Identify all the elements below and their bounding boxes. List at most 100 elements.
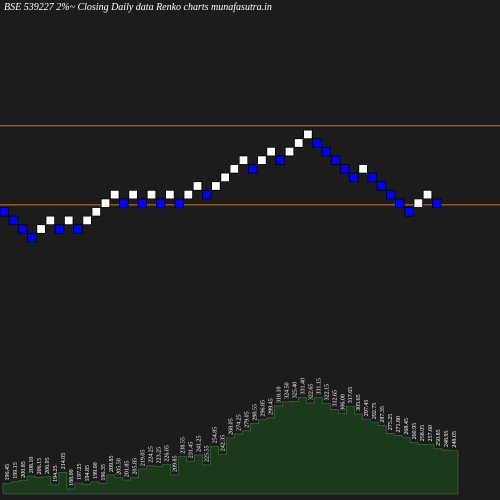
renko-brick	[413, 198, 424, 208]
value-label: 287.35	[380, 406, 386, 423]
value-label: 226.05	[165, 445, 171, 462]
value-label: 194.25	[53, 465, 59, 482]
value-label: 296.85	[260, 400, 266, 417]
renko-brick	[367, 172, 378, 183]
value-label: 297.45	[364, 400, 370, 417]
value-label: 331.40	[300, 378, 306, 395]
value-label: 257.60	[428, 425, 434, 442]
value-label: 206.15	[37, 458, 43, 475]
value-label: 325.40	[292, 382, 298, 399]
value-label: 206.95	[45, 457, 51, 474]
value-label: 324.50	[284, 382, 290, 399]
value-label: 254.85	[213, 427, 219, 444]
value-label: 209.85	[109, 455, 115, 472]
volume-area	[2, 397, 459, 495]
renko-brick	[395, 198, 405, 208]
renko-brick	[183, 189, 194, 200]
renko-brick	[91, 207, 102, 217]
renko-brick	[431, 198, 442, 208]
value-label: 223.25	[157, 447, 163, 464]
value-label: 205.50	[117, 458, 123, 475]
value-label: 268.05	[229, 418, 235, 435]
value-label: 331.15	[316, 378, 322, 395]
renko-brick	[201, 189, 212, 200]
renko-brick	[385, 189, 396, 200]
renko-brick	[137, 198, 148, 208]
renko-brick	[303, 129, 313, 140]
renko-brick	[376, 181, 387, 191]
renko-brick	[155, 198, 166, 208]
value-label: 274.25	[236, 414, 242, 431]
value-label: 258.05	[420, 425, 426, 442]
renko-brick	[119, 198, 129, 208]
value-label: 299.45	[268, 398, 274, 415]
value-label: 268.45	[404, 418, 410, 435]
renko-brick	[349, 172, 359, 183]
renko-brick	[220, 172, 230, 183]
value-label: 248.05	[452, 431, 458, 448]
value-label: 219.05	[141, 450, 147, 467]
renko-brick	[266, 146, 276, 157]
renko-brick	[36, 224, 46, 234]
renko-brick	[229, 164, 240, 174]
renko-brick	[110, 189, 120, 200]
value-label: 238.55	[181, 437, 187, 454]
value-label: 197.25	[77, 464, 83, 481]
value-label: 225.55	[205, 445, 211, 462]
value-label: 312.65	[332, 390, 338, 407]
renko-brick	[100, 198, 111, 208]
renko-brick	[8, 215, 19, 226]
renko-brick	[358, 164, 368, 174]
value-label: 271.80	[396, 416, 402, 433]
value-label: 201.85	[125, 461, 131, 478]
value-label: 199.00	[93, 462, 99, 479]
value-label: 292.75	[372, 403, 378, 420]
value-label: 250.85	[436, 429, 442, 446]
renko-brick	[404, 207, 414, 217]
value-label: 322.65	[308, 384, 314, 401]
renko-brick	[247, 164, 258, 174]
renko-brick	[82, 215, 92, 226]
value-label: 317.65	[348, 387, 354, 404]
renko-brick	[211, 181, 221, 191]
renko-brick	[275, 155, 286, 165]
renko-brick	[238, 155, 249, 165]
value-label: 279.05	[244, 411, 250, 428]
value-label: 305.65	[356, 394, 362, 411]
value-label: 248.95	[444, 431, 450, 448]
renko-brick	[284, 146, 295, 157]
renko-brick	[64, 215, 74, 226]
value-label: 205.85	[133, 458, 139, 475]
value-label: 306.00	[340, 394, 346, 411]
value-label: 188.00	[69, 469, 75, 486]
value-label: 209.85	[173, 455, 179, 472]
renko-brick	[45, 215, 56, 226]
renko-brick	[27, 232, 37, 243]
value-label: 224.25	[149, 446, 155, 463]
value-label: 260.95	[412, 423, 418, 440]
value-label: 200.85	[21, 461, 27, 478]
value-label: 290.55	[252, 404, 258, 421]
renko-brick	[422, 189, 433, 200]
value-label: 318.10	[276, 386, 282, 403]
renko-brick	[339, 164, 350, 174]
renko-brick	[174, 198, 184, 208]
renko-brick	[312, 138, 322, 148]
renko-brick	[146, 189, 157, 200]
value-label: 214.05	[61, 453, 67, 470]
renko-brick	[128, 189, 138, 200]
renko-brick	[321, 146, 332, 157]
renko-brick	[165, 189, 175, 200]
value-label: 199.15	[13, 462, 19, 479]
value-label: 241.25	[197, 435, 203, 452]
renko-brick	[54, 224, 65, 234]
value-label: 242.35	[221, 435, 227, 452]
value-label: 196.35	[101, 464, 107, 481]
renko-brick	[192, 181, 203, 191]
value-label: 275.25	[388, 414, 394, 431]
renko-brick	[17, 224, 28, 234]
renko-brick	[73, 224, 83, 234]
renko-brick	[293, 138, 304, 148]
